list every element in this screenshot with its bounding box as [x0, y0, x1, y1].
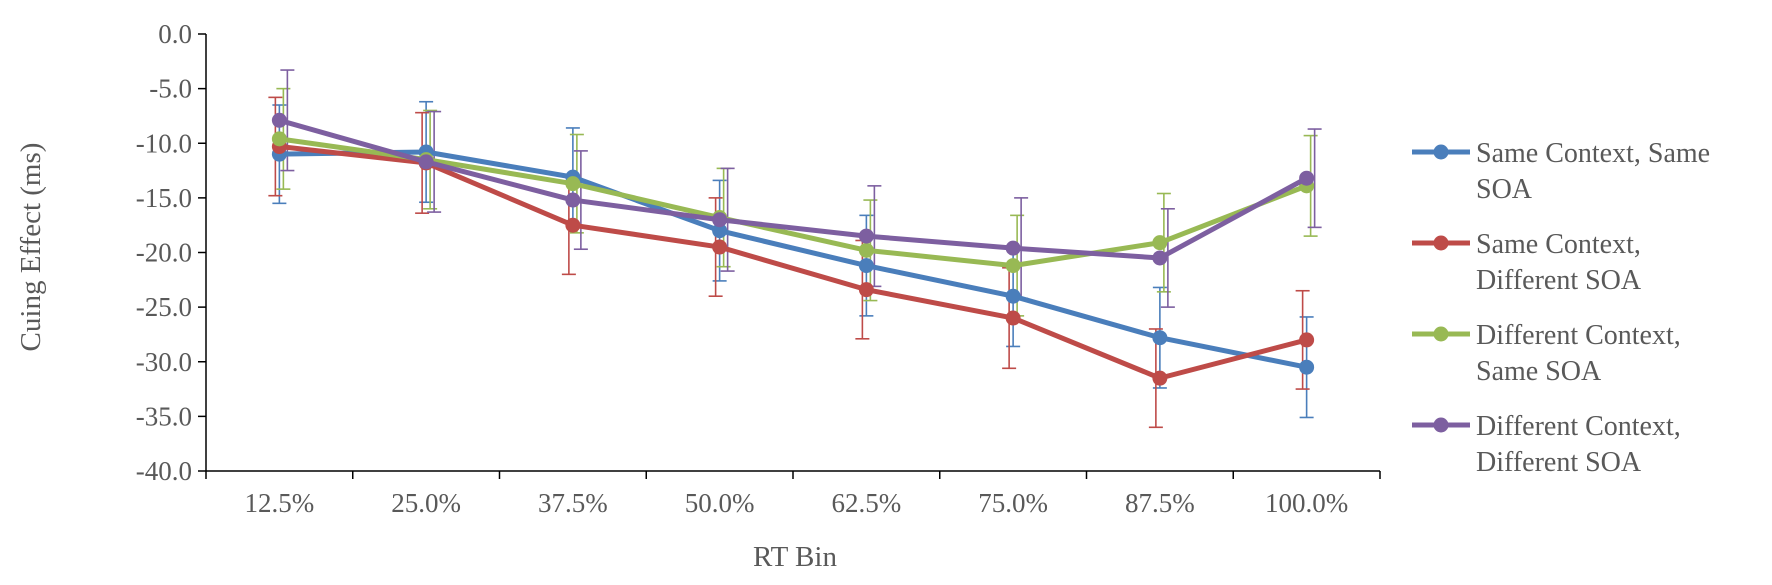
legend-item: Same Context, Different SOA	[1412, 229, 1642, 296]
x-tick-labels: 12.5% 25.0% 37.5% 50.0% 62.5% 75.0% 87.5% 100.0…	[245, 488, 1349, 518]
data-point	[271, 131, 287, 147]
legend-label: Different SOA	[1476, 265, 1642, 296]
x-tick-label: 100.0%	[1265, 488, 1348, 518]
series-line	[276, 144, 1310, 381]
x-tick-label: 87.5%	[1125, 488, 1195, 518]
series-lines	[271, 112, 1315, 386]
y-tick-label: -10.0	[136, 128, 192, 158]
y-tick-label: -15.0	[136, 183, 192, 213]
legend-label: Different Context,	[1476, 320, 1681, 351]
data-point	[1005, 240, 1021, 256]
data-point	[565, 176, 581, 192]
data-point	[1152, 250, 1168, 266]
data-point	[1299, 170, 1315, 186]
legend-label: SOA	[1476, 174, 1533, 205]
legend-label: Same Context, Same	[1476, 138, 1710, 169]
y-tick-label: -40.0	[136, 456, 192, 486]
x-tick-label: 75.0%	[978, 488, 1048, 518]
data-point	[712, 239, 728, 255]
y-tick-label: -5.0	[149, 74, 192, 104]
data-point	[1005, 310, 1021, 326]
legend-swatch-marker	[1433, 417, 1449, 433]
legend-item: Different Context, Same SOA	[1412, 320, 1681, 387]
x-tick-label: 50.0%	[685, 488, 755, 518]
y-tick-label: -20.0	[136, 238, 192, 268]
data-point	[712, 223, 728, 239]
data-point	[1152, 330, 1168, 346]
legend-item: Different Context, Different SOA	[1412, 411, 1681, 478]
legend-label: Different SOA	[1476, 447, 1642, 478]
legend-label: Same Context,	[1476, 229, 1641, 260]
x-tick-label: 62.5%	[832, 488, 902, 518]
error-bar	[1160, 208, 1175, 308]
data-point	[1299, 332, 1315, 348]
data-point	[858, 242, 874, 258]
data-point	[1152, 370, 1168, 386]
x-tick-label: 25.0%	[391, 488, 461, 518]
data-point	[858, 282, 874, 298]
y-tick-labels: 0.0 -5.0 -10.0 -15.0 -20.0 -25.0 -30.0 -35.0 -40…	[136, 19, 192, 486]
x-axis-title: RT Bin	[753, 541, 837, 573]
x-tick-label: 37.5%	[538, 488, 608, 518]
y-axis-title: Cuing Effect (ms)	[15, 143, 47, 352]
data-point	[565, 192, 581, 208]
legend-swatch-marker	[1433, 326, 1449, 342]
legend-item: Same Context, Same SOA	[1412, 138, 1710, 205]
data-point	[1152, 235, 1168, 251]
data-point	[1299, 359, 1315, 375]
data-point	[271, 112, 287, 128]
data-point	[418, 154, 434, 170]
series-line	[276, 149, 1310, 370]
axes	[198, 33, 1381, 479]
data-point	[1005, 288, 1021, 304]
legend-swatch-marker	[1433, 144, 1449, 160]
y-tick-label: -25.0	[136, 292, 192, 322]
y-tick-label: -35.0	[136, 401, 192, 431]
data-point	[1005, 258, 1021, 274]
y-tick-label: -30.0	[136, 347, 192, 377]
y-tick-label: 0.0	[158, 19, 192, 49]
series-line	[276, 117, 1310, 261]
legend-swatch-marker	[1433, 235, 1449, 251]
data-point	[858, 258, 874, 274]
legend: Same Context, Same SOA Same Context, Differ…	[1412, 138, 1710, 478]
series-line	[276, 136, 1310, 269]
legend-label: Same SOA	[1476, 356, 1602, 387]
data-point	[712, 212, 728, 228]
data-point	[858, 228, 874, 244]
data-point	[565, 217, 581, 233]
x-tick-label: 12.5%	[245, 488, 315, 518]
legend-label: Different Context,	[1476, 411, 1681, 442]
error-bar	[1307, 128, 1322, 229]
